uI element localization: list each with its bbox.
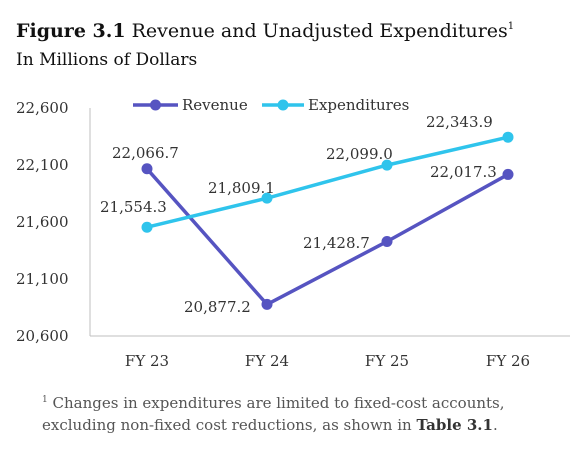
- footnote-end: .: [492, 416, 498, 434]
- chart-subtitle: In Millions of Dollars: [16, 50, 198, 70]
- revenue-point: [381, 236, 393, 248]
- chart-title: Revenue and Unadjusted Expenditures: [131, 20, 508, 42]
- figure-number: Figure 3.1: [16, 20, 126, 42]
- revenue-data-label: 22,066.7: [112, 144, 179, 162]
- y-tick-label: 22,100: [16, 156, 69, 174]
- y-tick-label: 21,100: [16, 270, 69, 288]
- expenditures-data-label: 22,099.0: [326, 145, 393, 163]
- revenue-point: [261, 298, 273, 310]
- expenditures-point: [141, 221, 153, 233]
- footnote-text: Changes in expenditures are limited to f…: [42, 394, 505, 434]
- x-tick-label: FY 26: [486, 352, 530, 370]
- revenue-legend-label: Revenue: [182, 96, 248, 114]
- expenditures-data-label: 22,343.9: [426, 113, 493, 131]
- expenditures-line: [146, 135, 509, 229]
- figure-heading: Figure 3.1 Revenue and Unadjusted Expend…: [16, 20, 514, 42]
- expenditures-point: [502, 131, 514, 143]
- revenue-legend-marker: [150, 99, 161, 111]
- footnote-marker: 1: [42, 395, 48, 405]
- y-tick-label: 20,600: [16, 327, 69, 345]
- expenditures-data-label: 21,809.1: [208, 179, 275, 197]
- expenditures-point: [261, 192, 273, 204]
- x-tick-label: FY 25: [365, 352, 409, 370]
- expenditures-legend-label: Expenditures: [308, 96, 409, 114]
- y-tick-label: 21,600: [16, 213, 69, 231]
- revenue-line: [145, 167, 509, 307]
- line-chart: 20,600 21,100 21,600 22,100 22,600 FY 23 FY 24…: [16, 96, 570, 370]
- revenue-data-label: 22,017.3: [430, 163, 497, 181]
- x-tick-label: FY 24: [245, 352, 289, 370]
- y-tick-label: 22,600: [16, 99, 69, 117]
- revenue-point: [141, 163, 153, 175]
- expenditures-data-label: 21,554.3: [100, 198, 167, 216]
- revenue-point: [502, 168, 514, 180]
- expenditures-point: [381, 159, 393, 171]
- revenue-data-label: 21,428.7: [303, 234, 370, 252]
- title-footnote-marker: 1: [507, 21, 515, 32]
- footnote: 1 Changes in expenditures are limited to…: [42, 389, 552, 436]
- footnote-table-ref: Table 3.1: [416, 416, 493, 434]
- revenue-data-label: 20,877.2: [184, 298, 251, 316]
- x-tick-label: FY 23: [125, 352, 169, 370]
- expenditures-legend-marker: [277, 99, 289, 111]
